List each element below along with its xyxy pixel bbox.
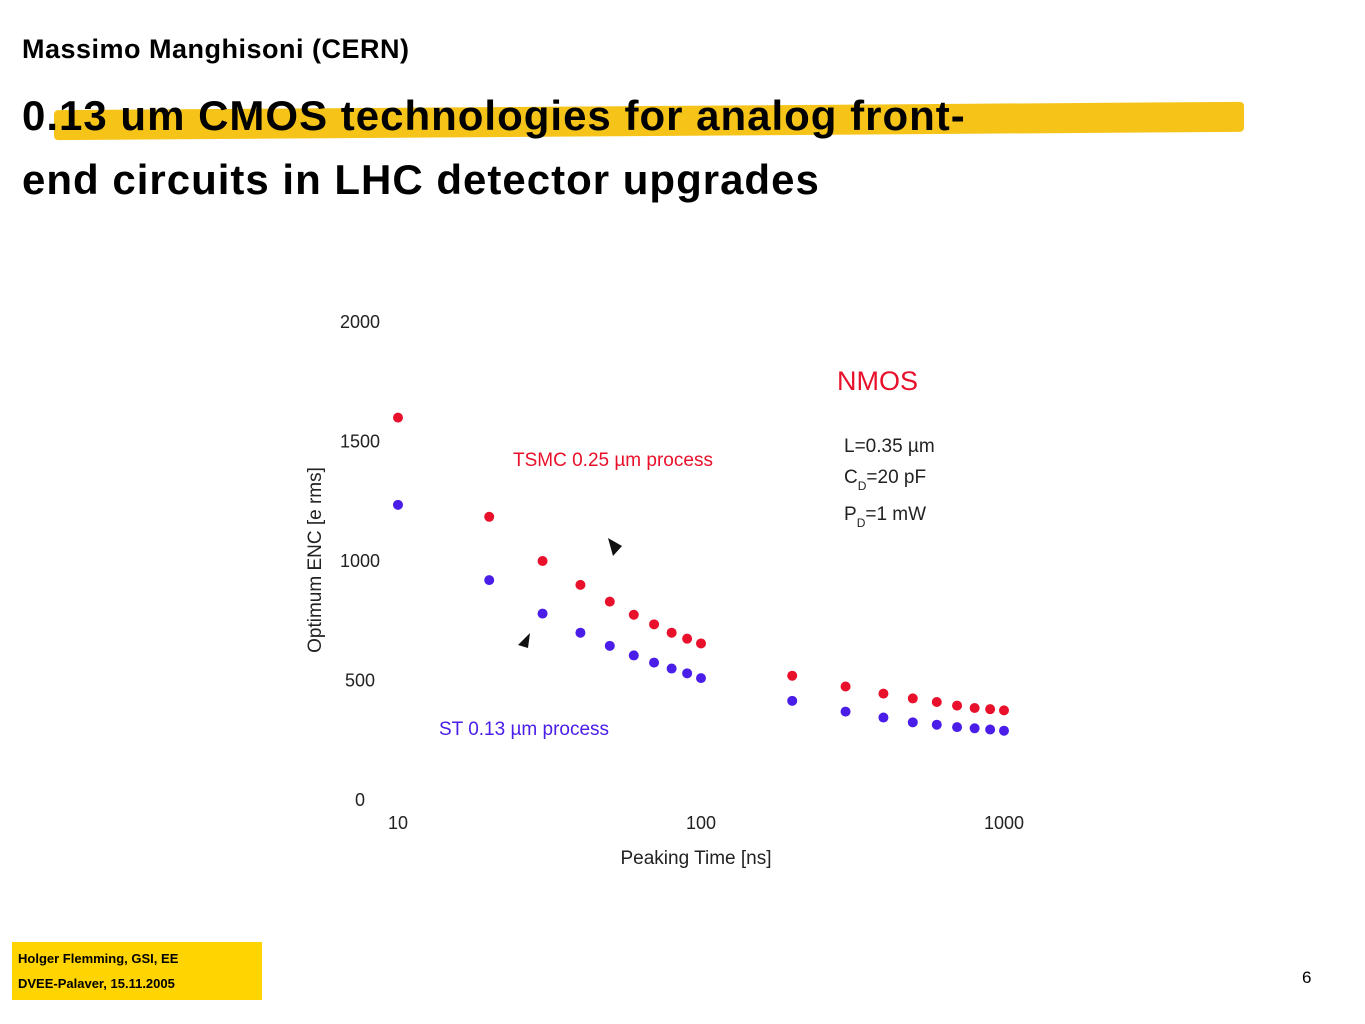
y-tick-label: 500 (345, 671, 375, 691)
y-tick-label: 2000 (340, 312, 380, 332)
tsmc-data-point (604, 596, 615, 607)
tsmc-data-point (628, 609, 639, 620)
tsmc-data-point (985, 704, 996, 715)
tsmc-data-point (907, 693, 918, 704)
page-number: 6 (1302, 968, 1312, 987)
x-axis-tick-labels: 10 100 1000 (388, 813, 1024, 833)
series-label-st: ST 0.13 µm process (439, 719, 609, 740)
title-line-1: 0.13 um CMOS technologies for analog fro… (22, 92, 966, 139)
st-data-point (878, 712, 889, 723)
x-tick-label: 1000 (984, 813, 1024, 833)
tsmc-data-point (666, 627, 677, 638)
tsmc-data-point (969, 702, 980, 713)
st-data-point (666, 663, 677, 674)
st-data-point (787, 695, 798, 706)
tsmc-data-point (840, 681, 851, 692)
st-data-point (537, 608, 548, 619)
y-axis-tick-labels: 0 500 1000 1500 2000 (340, 312, 380, 810)
st-data-point (628, 650, 639, 661)
st-data-point (952, 722, 963, 733)
x-axis-label: Peaking Time [ns] (620, 848, 771, 869)
enc-chart: 0 500 1000 1500 2000 10 100 1000 Optimum ENC [… (305, 312, 1024, 869)
tsmc-data-point (393, 412, 403, 423)
x-tick-label: 100 (686, 813, 716, 833)
tsmc-data-point (999, 705, 1009, 716)
author-name: Massimo Manghisoni (CERN) (22, 34, 410, 64)
st-data-point (931, 719, 942, 730)
arrow-to-st-icon (518, 633, 530, 648)
arrow-to-tsmc-icon (608, 538, 622, 556)
x-tick-label: 10 (388, 813, 408, 833)
st-data-point (969, 723, 980, 734)
data-points (393, 412, 1009, 736)
param-pd: PD=1 mW (844, 504, 926, 530)
st-data-point (682, 668, 693, 679)
tsmc-data-point (931, 697, 942, 708)
tsmc-data-point (484, 511, 495, 522)
y-axis-label: Optimum ENC [e rms] (305, 467, 326, 653)
param-cd: CD=20 pF (844, 467, 926, 493)
tsmc-data-point (696, 638, 706, 649)
param-l: L=0.35 µm (844, 436, 935, 457)
tsmc-data-point (575, 579, 586, 590)
y-tick-label: 1000 (340, 551, 380, 571)
st-data-point (484, 575, 495, 586)
series-label-tsmc: TSMC 0.25 µm process (513, 450, 713, 471)
tsmc-data-point (878, 688, 889, 699)
st-data-point (907, 717, 918, 728)
device-label-nmos: NMOS (837, 366, 918, 396)
slide-title: 0.13 um CMOS technologies for analog fro… (22, 84, 1244, 212)
st-data-point (604, 640, 615, 651)
tsmc-data-point (682, 633, 693, 644)
tsmc-data-point (787, 670, 798, 681)
tsmc-data-point (649, 619, 660, 630)
st-data-point (696, 673, 706, 684)
st-data-point (575, 627, 586, 638)
st-data-point (985, 724, 996, 735)
device-parameters: L=0.35 µm CD=20 pF PD=1 mW (844, 436, 935, 530)
footer-box: Holger Flemming, GSI, EE DVEE-Palaver, 1… (12, 942, 262, 1000)
footer-event-date: DVEE-Palaver, 15.11.2005 (18, 976, 175, 991)
st-data-point (393, 499, 403, 510)
st-data-point (840, 706, 851, 717)
tsmc-data-point (537, 556, 548, 566)
tsmc-data-point (952, 700, 963, 711)
st-data-point (649, 657, 660, 668)
y-tick-label: 0 (355, 790, 365, 810)
st-data-point (999, 725, 1009, 736)
title-line-2: end circuits in LHC detector upgrades (22, 156, 820, 203)
footer-presenter: Holger Flemming, GSI, EE (18, 951, 179, 966)
y-tick-label: 1500 (340, 432, 380, 452)
